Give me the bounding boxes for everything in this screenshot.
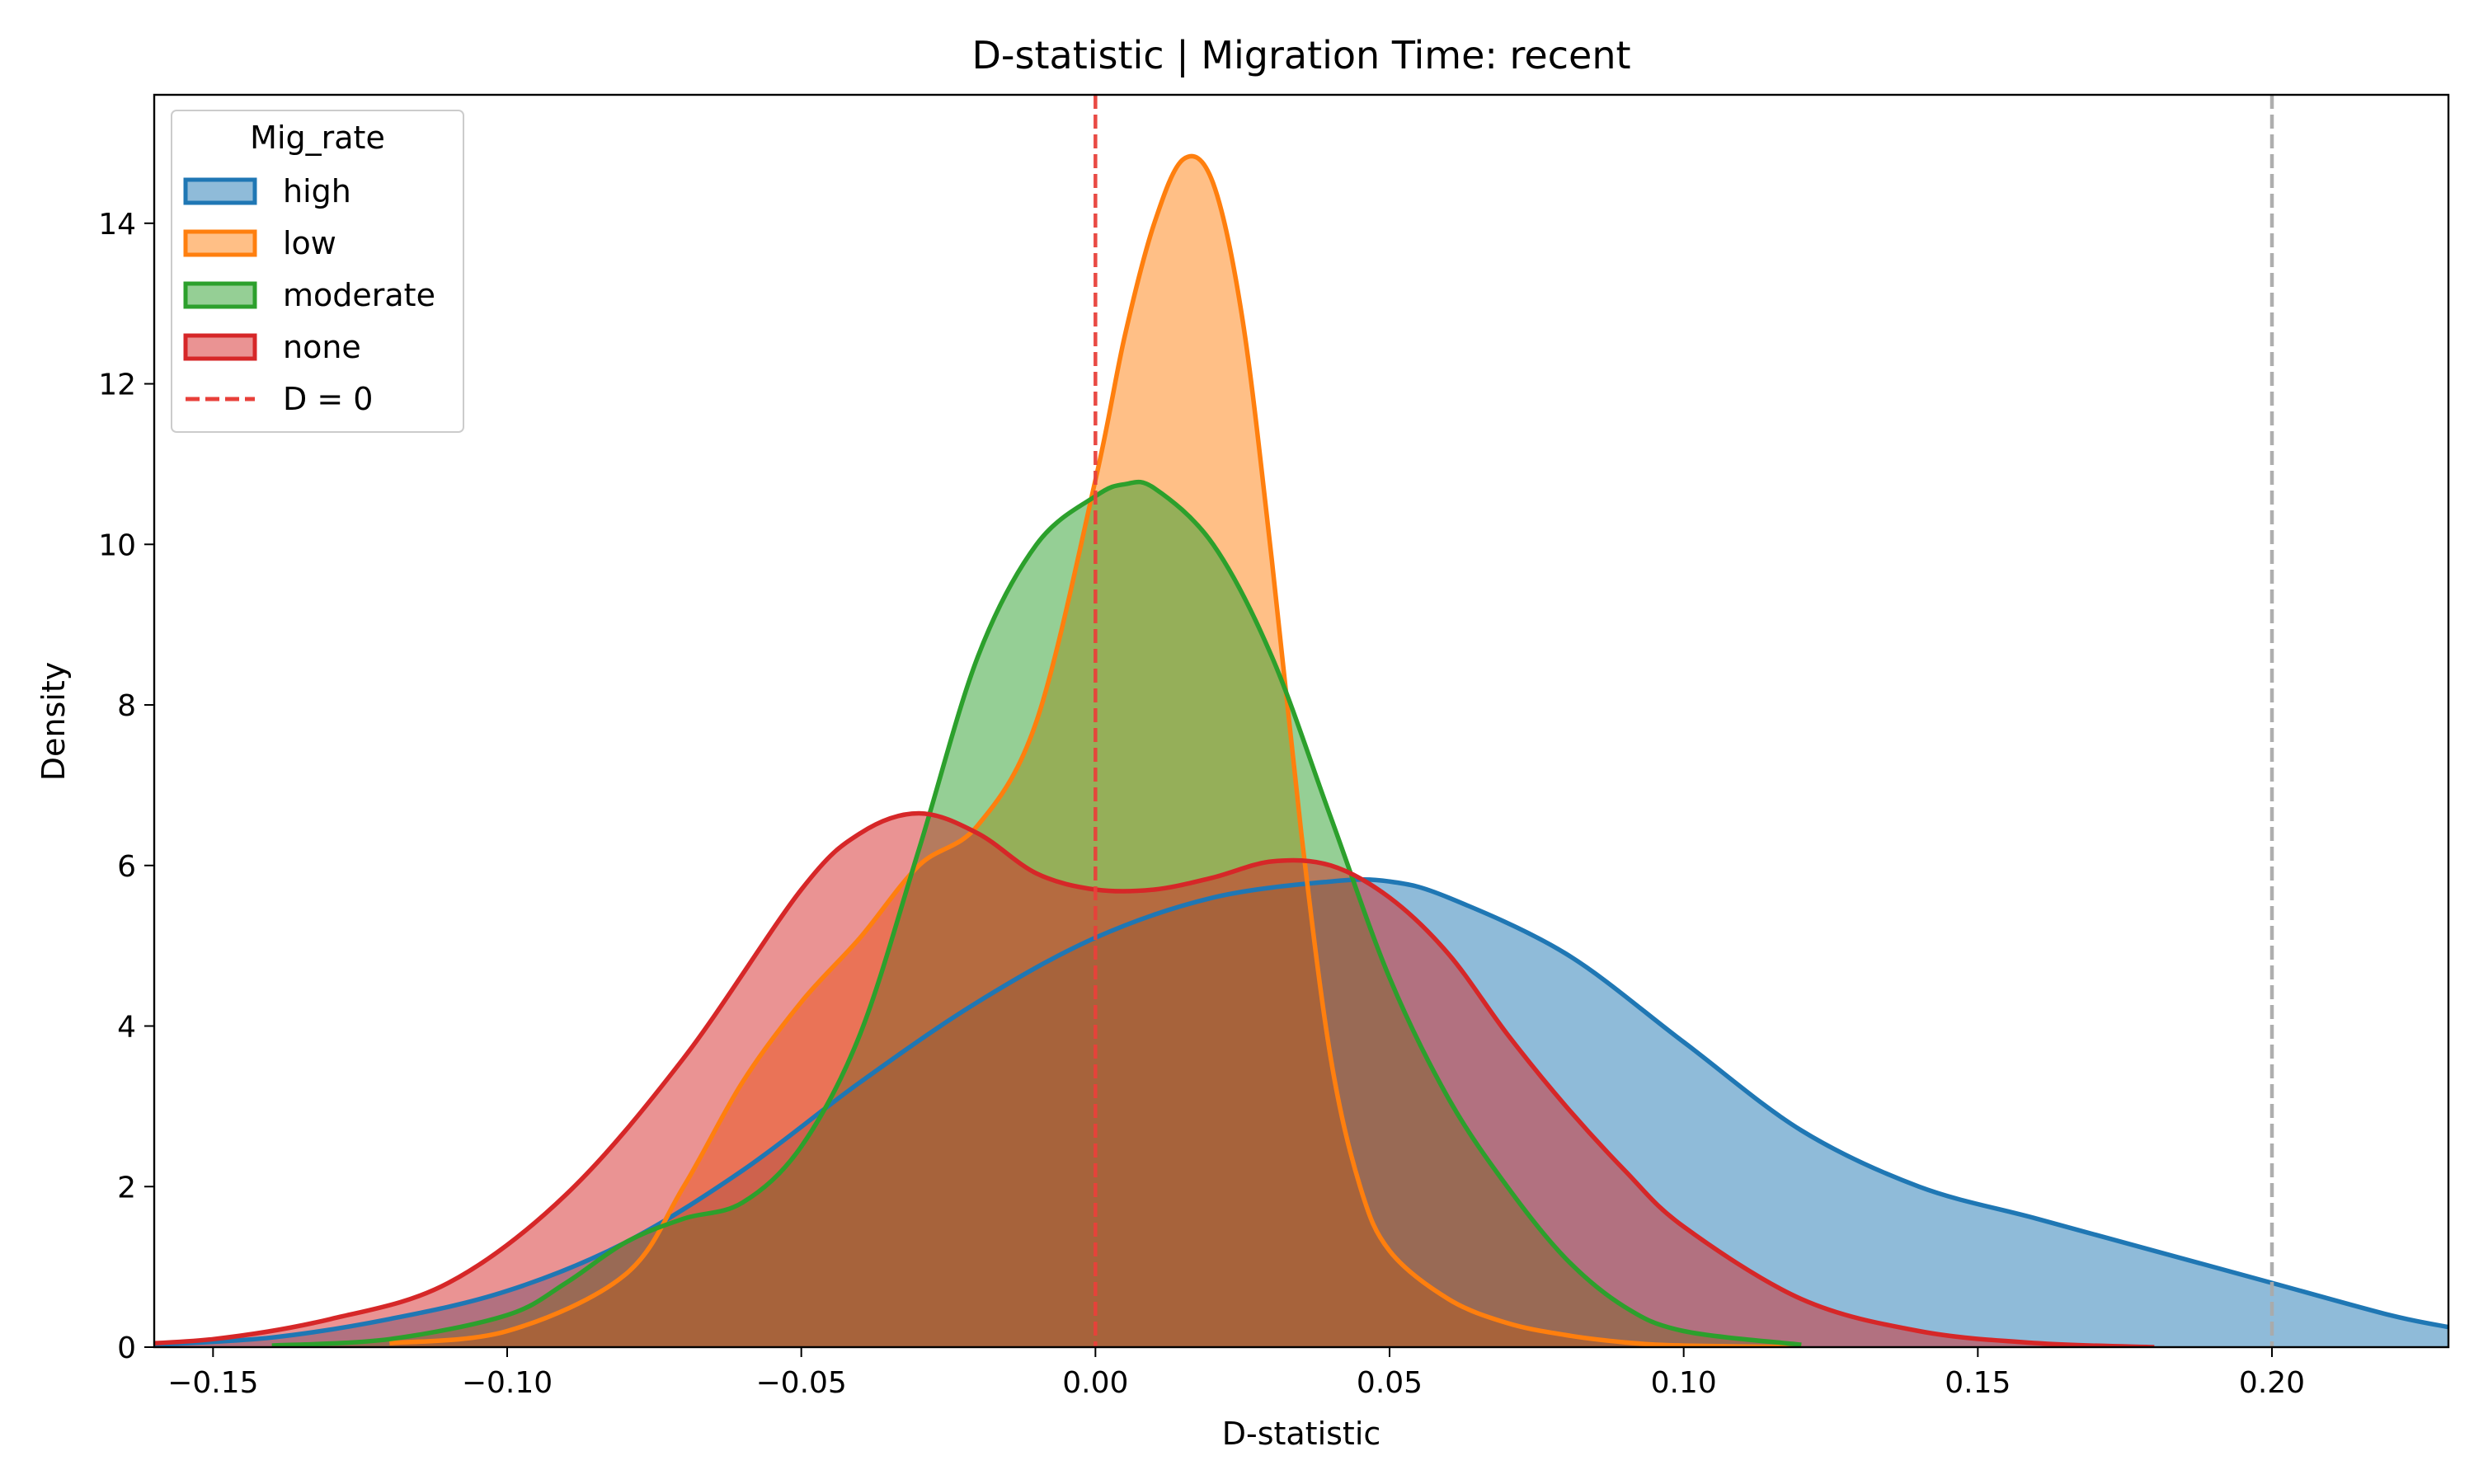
y-tick-label: 6 [117,850,136,884]
series-lines [154,153,2448,1347]
x-tick-label: −0.05 [756,1366,847,1400]
legend-label-d0: D = 0 [283,381,373,417]
legend-swatch-low [183,229,257,257]
legend-label-high: high [283,173,351,209]
x-axis-label: D-statistic [1222,1416,1381,1452]
series-line-low [389,153,1802,1347]
plot-frame [153,93,2450,1349]
legend: Mig_rate high low moderate none D = 0 [171,110,464,433]
legend-swatch-none [183,333,257,361]
legend-swatch-high [183,177,257,205]
x-tick-label: 0.00 [1062,1366,1128,1400]
legend-label-none: none [283,329,361,365]
x-tick-label: 0.05 [1357,1366,1423,1400]
legend-swatch-moderate [183,281,257,309]
y-axis-ticks: 0 2 4 6 8 10 12 14 [98,208,154,1365]
y-tick-label: 0 [117,1331,136,1365]
y-tick-label: 4 [117,1011,136,1045]
y-tick-label: 14 [98,208,136,242]
x-tick-label: 0.10 [1651,1366,1717,1400]
legend-label-moderate: moderate [283,277,435,313]
chart-title: D-statistic | Migration Time: recent [971,33,1630,78]
y-tick-label: 2 [117,1171,136,1205]
series-line-high [154,877,2448,1347]
x-tick-label: −0.15 [167,1366,258,1400]
x-tick-label: 0.20 [2239,1366,2305,1400]
series-line-none [154,810,2155,1347]
legend-title: Mig_rate [250,120,385,156]
x-tick-label: −0.10 [462,1366,553,1400]
y-tick-label: 12 [98,369,136,402]
y-tick-label: 10 [98,528,136,562]
reference-lines [1094,95,2274,1347]
series-fill-none [154,813,2155,1347]
y-axis-label: Density [35,662,72,781]
legend-label-low: low [283,225,336,261]
x-tick-label: 0.15 [1945,1366,2011,1400]
series-line-moderate [271,479,1802,1347]
x-axis-ticks: −0.15 −0.10 −0.05 0.00 0.05 0.10 0.15 0.20 [167,1347,2305,1400]
y-tick-label: 8 [117,689,136,723]
